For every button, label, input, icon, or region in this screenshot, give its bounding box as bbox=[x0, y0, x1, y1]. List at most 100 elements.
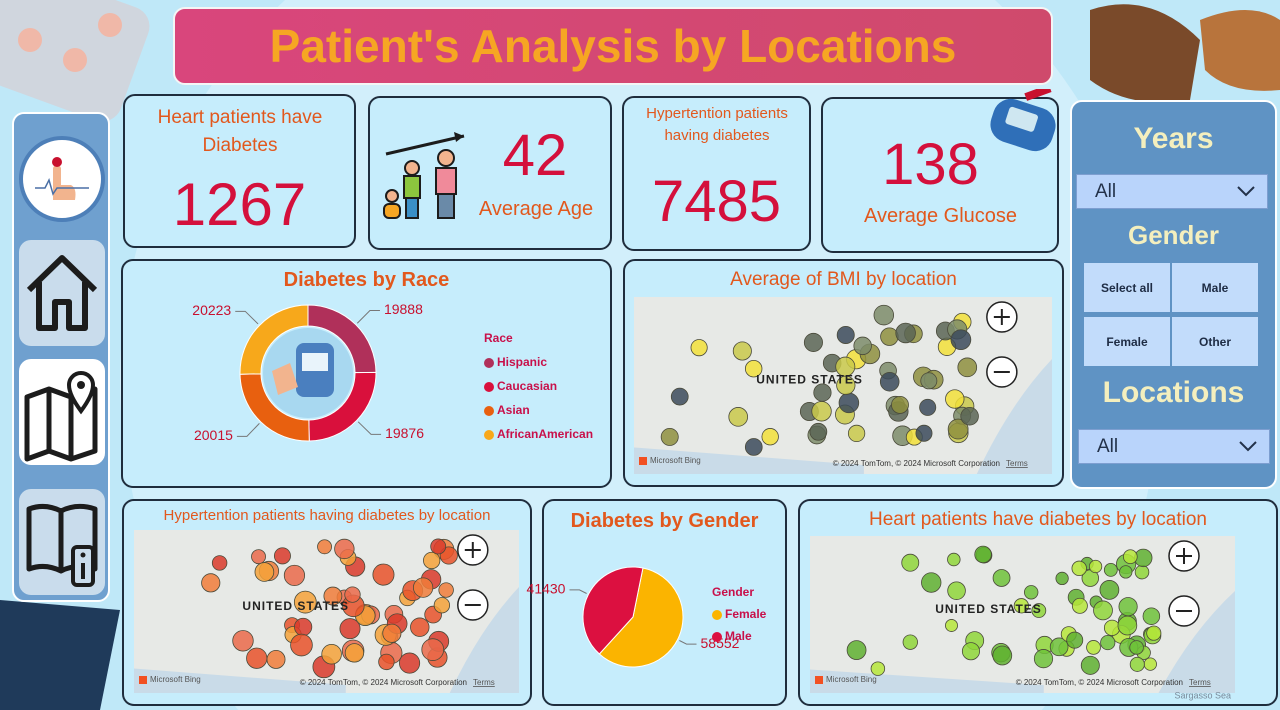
legend-marker bbox=[484, 430, 494, 440]
map-bubble bbox=[921, 572, 942, 593]
leader-line bbox=[569, 589, 587, 594]
map-terms[interactable]: Terms bbox=[1006, 459, 1028, 468]
legend-marker bbox=[712, 610, 722, 620]
map-bubble bbox=[992, 645, 1013, 666]
map-bubble bbox=[1033, 649, 1054, 669]
map-bubble bbox=[1146, 625, 1162, 641]
map-bubble bbox=[945, 619, 958, 632]
map-bubble bbox=[430, 538, 447, 555]
map-bubble bbox=[901, 553, 920, 572]
map-bubble bbox=[201, 573, 221, 593]
zoom-in-button[interactable] bbox=[1168, 540, 1200, 572]
map-bubble bbox=[891, 395, 909, 414]
map-bubble bbox=[1143, 657, 1157, 671]
map-bubble bbox=[211, 555, 228, 571]
map-bubble bbox=[283, 564, 306, 587]
map-bubble bbox=[960, 406, 979, 426]
zoom-in-button[interactable] bbox=[986, 301, 1018, 333]
kpi-label: Average Glucose bbox=[863, 205, 1018, 227]
info-icon bbox=[26, 503, 98, 587]
map-bubble bbox=[1103, 619, 1121, 636]
dropdown-value: All bbox=[1097, 436, 1119, 457]
bing-logo bbox=[639, 457, 647, 465]
center-icon bbox=[272, 363, 298, 395]
kpi-value: 1267 bbox=[172, 171, 307, 238]
gender-button[interactable]: Female bbox=[1084, 317, 1170, 366]
map-provider: Microsoft Bing bbox=[650, 456, 701, 465]
map-bubble bbox=[251, 549, 266, 565]
map-country-label: UNITED STATES bbox=[935, 602, 1042, 616]
map-bubble bbox=[321, 643, 342, 665]
map-bubble bbox=[761, 428, 779, 446]
nav-home[interactable] bbox=[19, 240, 105, 346]
data-label: 58552 bbox=[701, 635, 740, 651]
map-bubble bbox=[803, 332, 823, 352]
zoom-out-button[interactable] bbox=[457, 589, 489, 621]
map-bubble bbox=[974, 545, 992, 564]
map-bubble bbox=[660, 427, 679, 446]
map-sea-label: Sargasso Sea bbox=[1174, 690, 1231, 700]
map-bubble bbox=[1119, 565, 1133, 579]
map-bubble bbox=[920, 372, 938, 390]
map-title: Heart patients have diabetes by location bbox=[869, 509, 1207, 530]
map-bubble bbox=[1100, 634, 1116, 651]
map-bubble bbox=[372, 563, 395, 586]
map-bubble bbox=[1013, 598, 1029, 614]
map-bubble bbox=[670, 387, 689, 406]
map-bubble bbox=[1129, 640, 1144, 655]
map-bubble bbox=[1134, 564, 1150, 580]
map-terms[interactable]: Terms bbox=[473, 678, 495, 687]
legend-label: Caucasian bbox=[497, 379, 557, 393]
nav-info[interactable] bbox=[19, 489, 105, 595]
map-bubble bbox=[378, 653, 395, 671]
map-icon bbox=[24, 371, 98, 462]
map-bubble bbox=[1055, 571, 1069, 586]
map-bubble bbox=[846, 640, 867, 660]
map-bubble bbox=[254, 562, 275, 582]
map-bubble bbox=[879, 371, 900, 392]
nav-logo[interactable] bbox=[19, 136, 105, 222]
map-bubble bbox=[947, 552, 961, 567]
gender-button[interactable]: Select all bbox=[1084, 263, 1170, 312]
zoom-out-button[interactable] bbox=[1168, 595, 1200, 627]
years-dropdown[interactable]: All bbox=[1076, 174, 1268, 209]
nav-map[interactable] bbox=[19, 359, 105, 465]
legend-label: Female bbox=[725, 607, 767, 621]
filter-panel: Years All Gender Select all Male Female … bbox=[1070, 100, 1277, 489]
home-icon bbox=[26, 255, 98, 331]
map-bubble bbox=[317, 539, 332, 555]
zoom-in-button[interactable] bbox=[457, 534, 489, 566]
chart-title: Diabetes by Gender bbox=[570, 510, 759, 532]
kpi-card: 42 Average Age bbox=[368, 96, 612, 250]
map-bubble bbox=[323, 586, 343, 606]
map-bubble bbox=[838, 392, 860, 414]
locations-dropdown[interactable]: All bbox=[1078, 429, 1270, 464]
map-provider: Microsoft Bing bbox=[826, 675, 877, 684]
leader-line bbox=[679, 640, 697, 645]
map-copyright: © 2024 TomTom, © 2024 Microsoft Corporat… bbox=[833, 459, 1000, 468]
map-bubble bbox=[339, 618, 361, 640]
leader-line bbox=[236, 423, 260, 437]
map-bubble bbox=[836, 325, 855, 344]
gender-button[interactable]: Other bbox=[1172, 317, 1258, 366]
gender-button[interactable]: Male bbox=[1172, 263, 1258, 312]
map-bubble bbox=[1103, 563, 1118, 577]
map-bubble bbox=[399, 652, 421, 674]
map-terms[interactable]: Terms bbox=[1189, 678, 1211, 687]
legend-title: Race bbox=[484, 331, 513, 345]
map-bubble bbox=[915, 424, 933, 442]
map-bubble bbox=[811, 401, 832, 422]
map-bubble bbox=[744, 438, 763, 456]
leader-line bbox=[357, 421, 382, 435]
glucometer-icon bbox=[990, 89, 1056, 152]
kpi-label: Heart patients have Diabetes bbox=[157, 107, 323, 156]
map-bubble bbox=[1122, 549, 1138, 565]
page-title: Patient's Analysis by Locations bbox=[269, 20, 957, 72]
map-bubble bbox=[266, 650, 286, 669]
zoom-out-button[interactable] bbox=[986, 356, 1018, 388]
kpi-card: Hypertention patients having diabetes 74… bbox=[622, 96, 811, 251]
map-bubble bbox=[1031, 603, 1047, 618]
pie-slice bbox=[582, 566, 644, 655]
